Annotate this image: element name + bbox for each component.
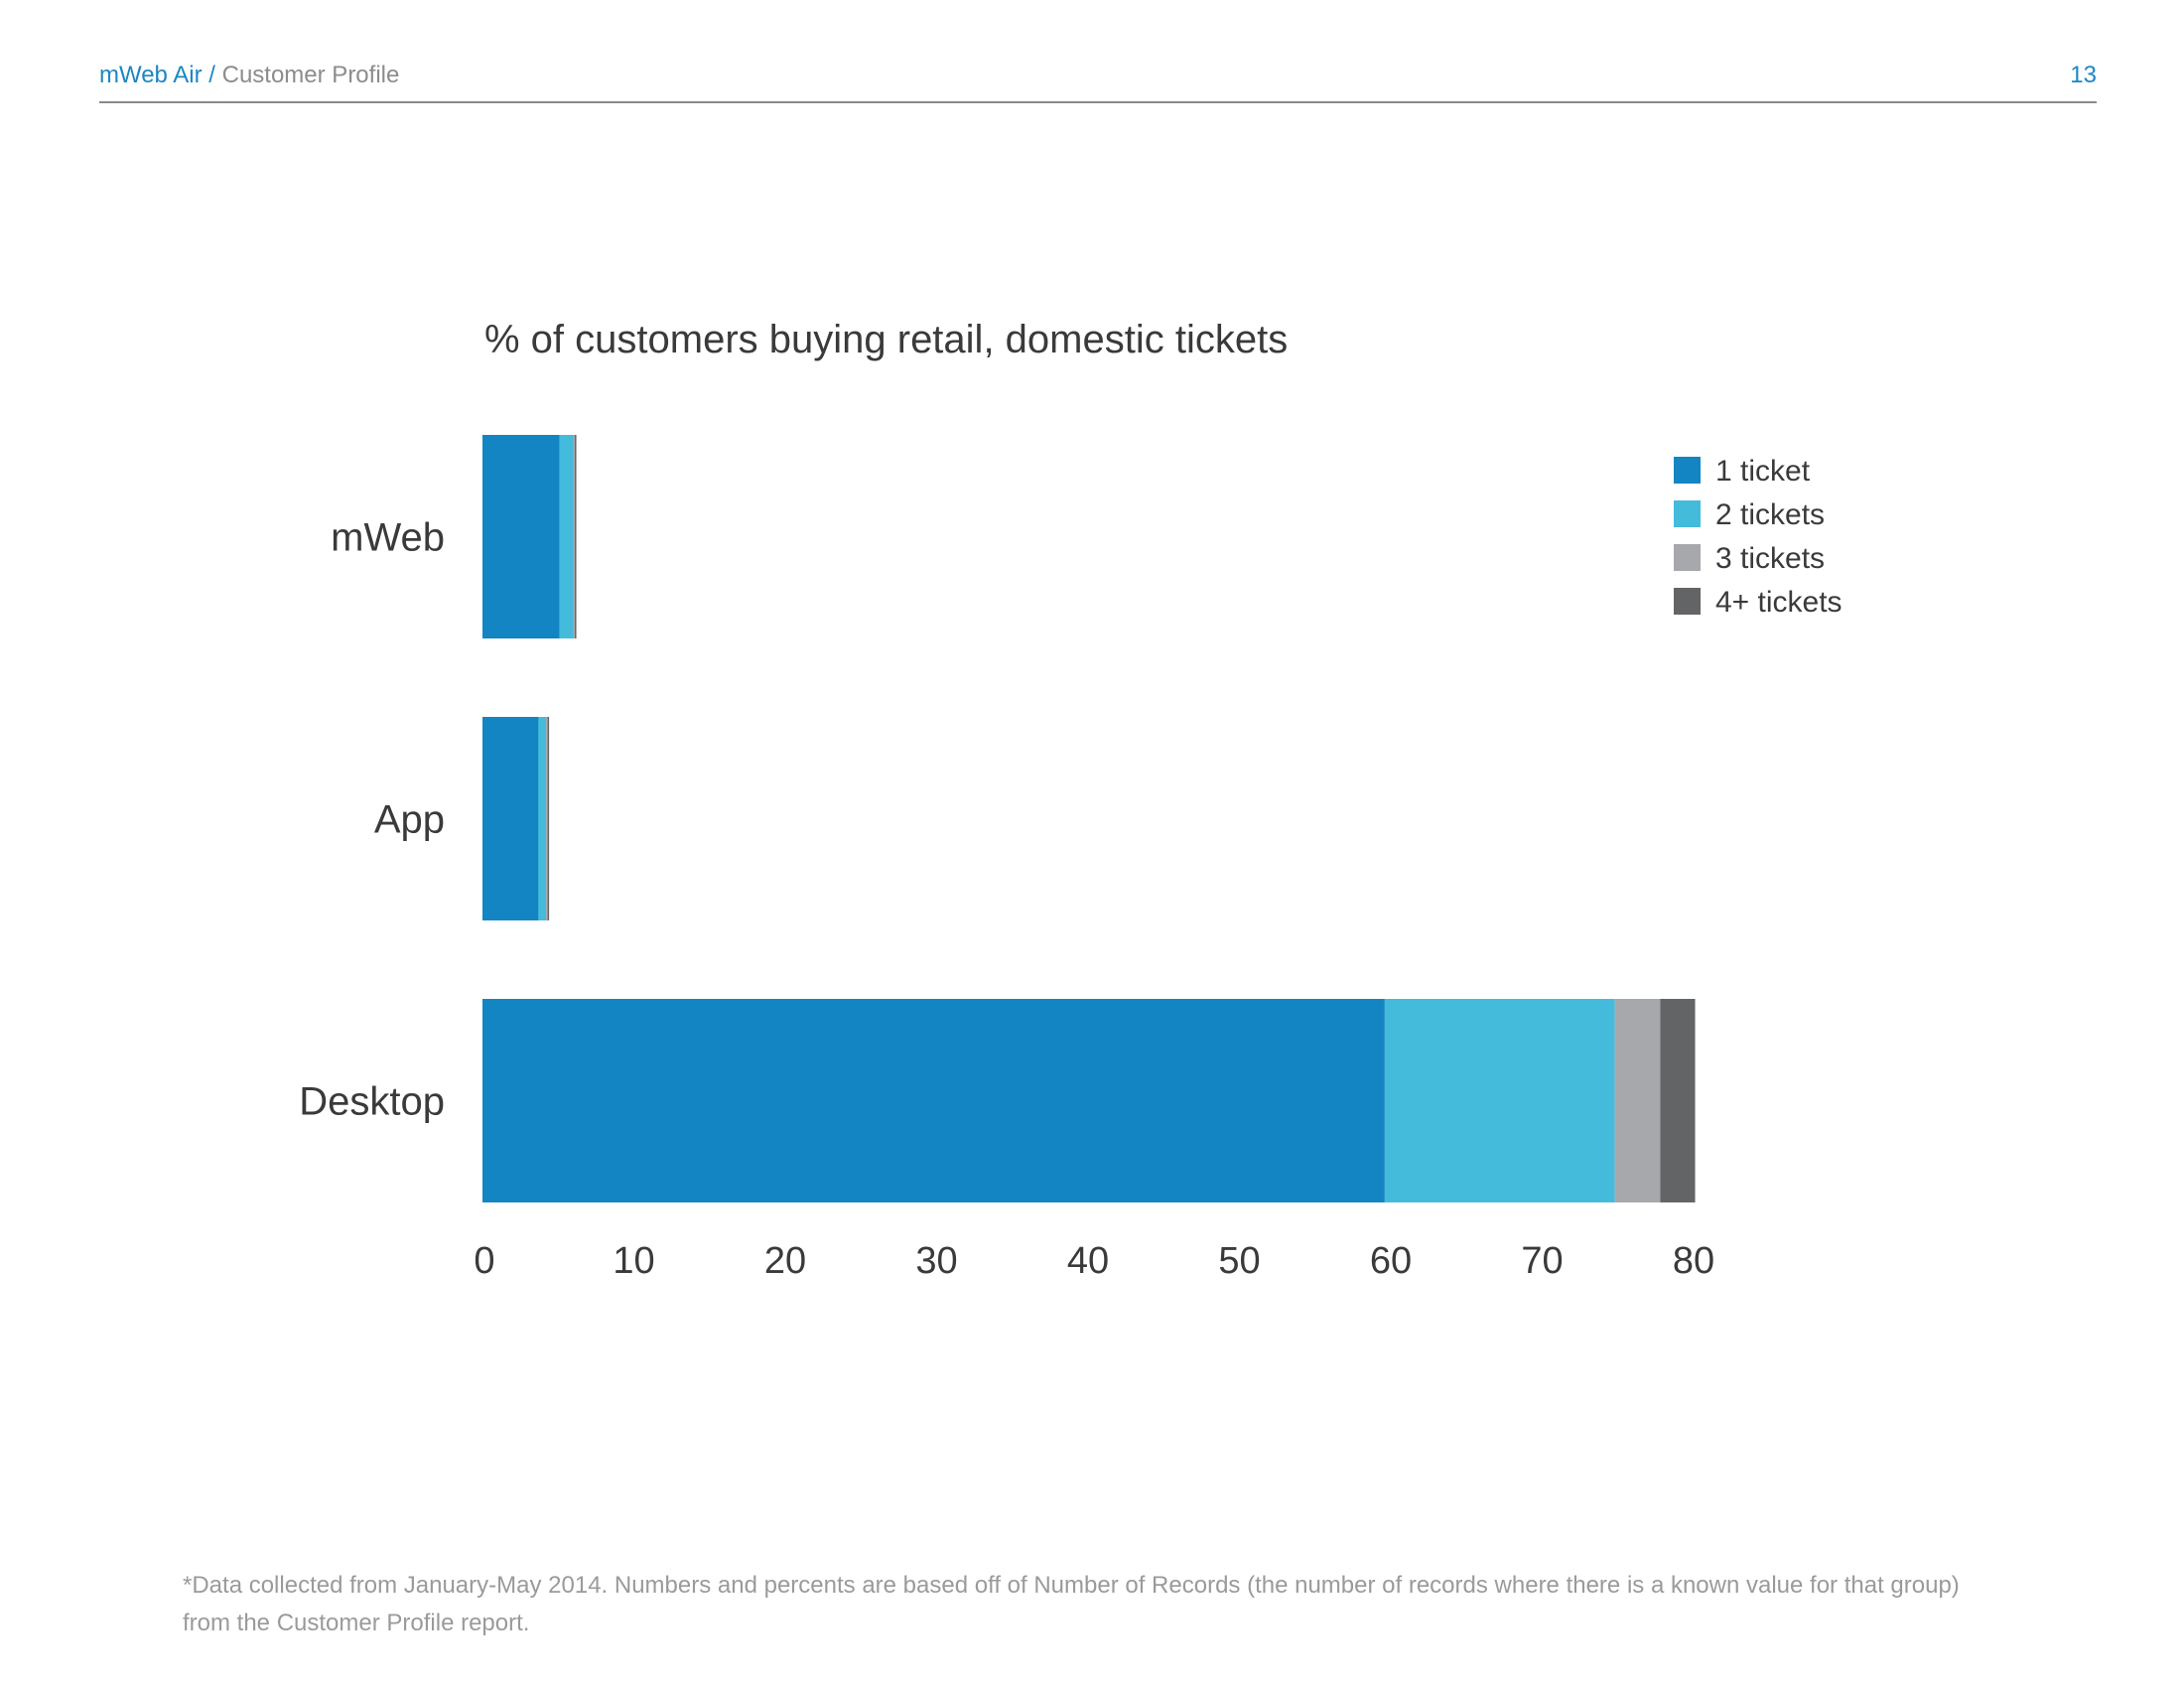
x-tick-label-70: 70 bbox=[1521, 1240, 1563, 1282]
page-header: mWeb Air / Customer Profile 13 bbox=[99, 60, 2097, 103]
bar-desktop-1-ticket bbox=[482, 999, 1385, 1202]
footnote: *Data collected from January-May 2014. N… bbox=[183, 1567, 2049, 1642]
legend-swatch-2-tickets bbox=[1674, 500, 1701, 527]
legend-label-3-tickets: 3 tickets bbox=[1715, 542, 1825, 575]
bar-app-3-tickets bbox=[546, 717, 548, 920]
category-label-app: App bbox=[374, 798, 445, 842]
bar-mweb-1-ticket bbox=[482, 435, 560, 638]
bar-desktop-2-tickets bbox=[1384, 999, 1615, 1202]
footnote-line-1: *Data collected from January-May 2014. N… bbox=[183, 1572, 1960, 1599]
bar-desktop-4plus-tickets bbox=[1660, 999, 1696, 1202]
x-tick-label-10: 10 bbox=[613, 1240, 654, 1282]
page-number: 13 bbox=[2070, 62, 2097, 88]
legend-swatch-1-ticket bbox=[1674, 457, 1701, 484]
x-tick-label-60: 60 bbox=[1370, 1240, 1412, 1282]
legend-label-1-ticket: 1 ticket bbox=[1715, 455, 1811, 488]
section-name: Customer Profile bbox=[221, 62, 400, 88]
legend-swatch-4plus-tickets bbox=[1674, 588, 1701, 615]
bars-group bbox=[482, 435, 1696, 1202]
breadcrumb-separator: / bbox=[202, 62, 222, 88]
bar-desktop-3-tickets bbox=[1614, 999, 1661, 1202]
bar-app-2-tickets bbox=[538, 717, 547, 920]
x-tick-label-50: 50 bbox=[1218, 1240, 1260, 1282]
category-label-mweb: mWeb bbox=[331, 516, 445, 560]
breadcrumb: mWeb Air / Customer Profile bbox=[99, 62, 399, 89]
x-tick-label-0: 0 bbox=[474, 1240, 494, 1282]
legend-swatch-3-tickets bbox=[1674, 544, 1701, 571]
brand-name: mWeb Air bbox=[99, 62, 203, 88]
x-tick-label-20: 20 bbox=[764, 1240, 806, 1282]
x-tick-label-80: 80 bbox=[1673, 1240, 1714, 1282]
chart-title: % of customers buying retail, domestic t… bbox=[484, 318, 1288, 361]
bar-app-4plus-tickets bbox=[547, 717, 550, 920]
bar-mweb-2-tickets bbox=[559, 435, 574, 638]
footnote-line-2: from the Customer Profile report. bbox=[183, 1610, 530, 1636]
x-tick-label-30: 30 bbox=[915, 1240, 957, 1282]
category-labels-group: mWeb App Desktop bbox=[299, 516, 445, 1124]
bar-mweb-3-tickets bbox=[573, 435, 576, 638]
x-tick-label-40: 40 bbox=[1067, 1240, 1109, 1282]
legend: 1 ticket 2 tickets 3 tickets 4+ tickets bbox=[1674, 455, 1843, 619]
legend-label-2-tickets: 2 tickets bbox=[1715, 498, 1825, 531]
x-axis-ticks-group: 0 10 20 30 40 50 60 70 80 bbox=[474, 1240, 1714, 1282]
bar-mweb-4plus-tickets bbox=[575, 435, 577, 638]
bar-app-1-ticket bbox=[482, 717, 539, 920]
legend-label-4plus-tickets: 4+ tickets bbox=[1715, 586, 1843, 619]
category-label-desktop: Desktop bbox=[299, 1080, 445, 1124]
